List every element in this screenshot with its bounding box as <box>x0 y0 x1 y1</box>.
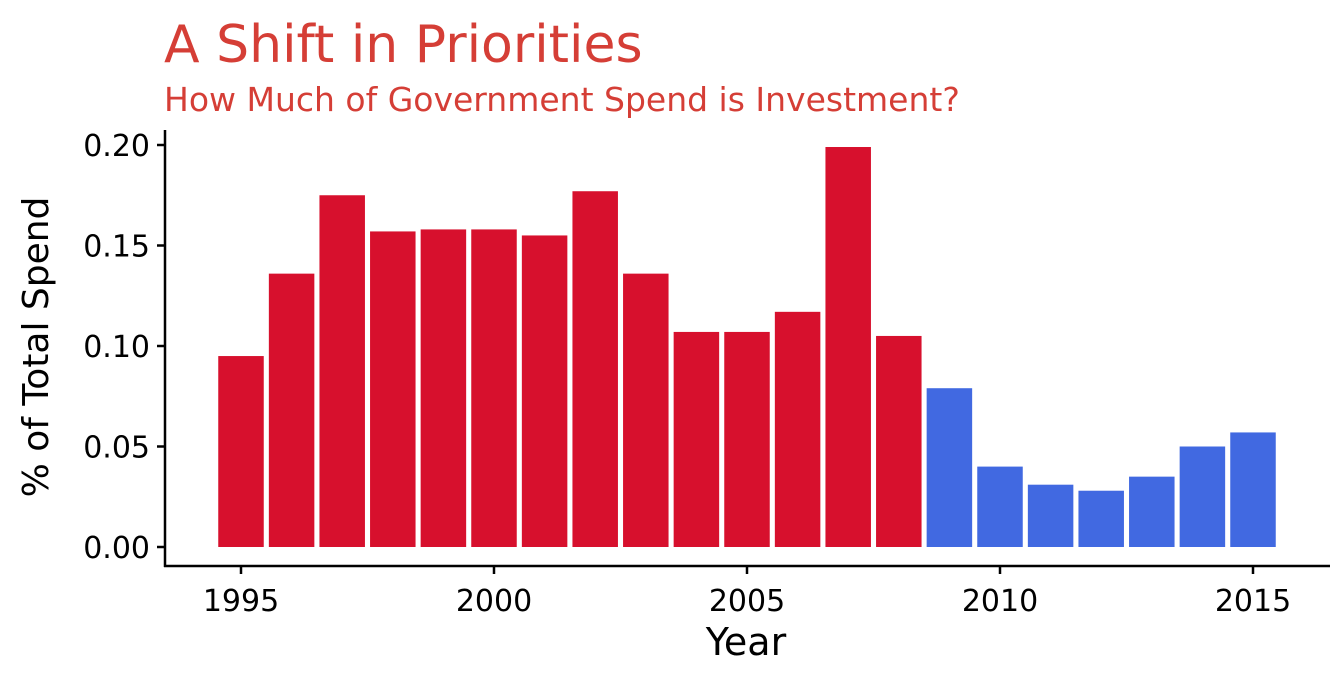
bar-2008 <box>876 335 922 547</box>
bar-1999 <box>420 229 467 548</box>
chart-subtitle: How Much of Government Spend is Investme… <box>164 80 960 119</box>
x-axis-title: Year <box>705 620 787 664</box>
bar-2012 <box>1078 490 1124 547</box>
bar-2010 <box>977 466 1023 547</box>
x-tick-label: 2010 <box>962 584 1038 619</box>
bar-2000 <box>471 229 517 548</box>
y-tick-label: 0.00 <box>83 531 150 566</box>
x-tick-label: 2000 <box>456 584 532 619</box>
bar-2014 <box>1179 446 1226 547</box>
bar-2003 <box>623 273 669 547</box>
x-tick-label: 1995 <box>203 584 279 619</box>
x-axis-ticks: 1995 2000 2005 2010 2015 <box>203 566 1291 619</box>
y-tick-label: 0.05 <box>83 431 150 466</box>
x-tick-label: 2015 <box>1215 584 1291 619</box>
x-tick-label: 2005 <box>709 584 785 619</box>
bar-2005 <box>724 331 770 547</box>
bar-2009 <box>926 388 973 547</box>
bar-2013 <box>1129 476 1175 547</box>
y-axis-ticks: 0.00 0.05 0.10 0.15 0.20 <box>83 129 165 566</box>
bar-2007 <box>825 147 871 547</box>
y-tick-label: 0.10 <box>83 330 150 365</box>
bar-2004 <box>673 331 720 547</box>
bar-2011 <box>1027 484 1074 547</box>
y-axis-title: % of Total Spend <box>16 197 57 498</box>
bar-1996 <box>268 273 315 547</box>
chart-title: A Shift in Priorities <box>164 15 643 75</box>
bar-1997 <box>319 195 365 547</box>
bar-2006 <box>774 311 821 547</box>
bar-group <box>218 147 1276 548</box>
y-tick-label: 0.15 <box>83 230 150 265</box>
bar-2002 <box>572 191 618 548</box>
bar-1998 <box>370 231 416 547</box>
bar-1995 <box>218 356 264 547</box>
bar-2001 <box>521 235 568 547</box>
bar-2015 <box>1230 432 1276 547</box>
y-tick-label: 0.20 <box>83 129 150 164</box>
